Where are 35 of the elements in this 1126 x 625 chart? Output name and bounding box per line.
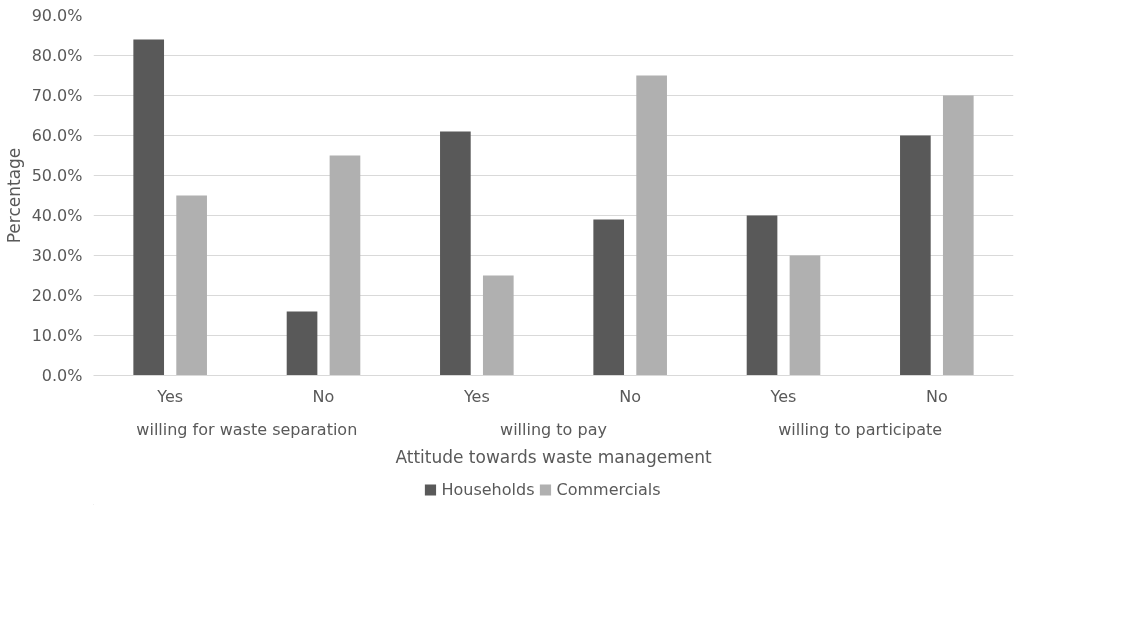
bar (440, 131, 471, 376)
x-tick-label: Yes (156, 386, 184, 406)
x-tick-label: No (925, 386, 948, 406)
text: willing for waste separation (136, 419, 358, 439)
legend-label: Households (441, 479, 535, 499)
bar (593, 219, 625, 376)
bar (746, 215, 778, 376)
legend-label: Commercials (556, 479, 661, 499)
bar (286, 311, 318, 376)
bar (636, 75, 667, 376)
text: willing to participate (778, 419, 943, 439)
x-tick-label: No (619, 386, 642, 406)
x-axis-title: Attitude towards waste management (395, 446, 712, 467)
y-tick-label: 40.0% (31, 206, 83, 225)
bar (133, 39, 165, 376)
y-tick-label: 70.0% (31, 86, 83, 105)
y-tick-label: 20.0% (31, 286, 83, 305)
x-tick-label: Yes (462, 386, 490, 406)
bar (900, 135, 931, 376)
text: willing to pay (500, 419, 607, 439)
y-tick-label: 10.0% (31, 326, 83, 345)
bar (329, 155, 361, 376)
y-tick-label: 60.0% (31, 126, 83, 145)
y-tick-label: 30.0% (31, 246, 83, 265)
y-tick-label: 90.0% (31, 6, 83, 25)
bar (789, 255, 821, 376)
bar (482, 275, 514, 376)
y-tick-label: 0.0% (41, 366, 83, 385)
bar (942, 95, 974, 376)
bar (176, 195, 207, 376)
y-axis-title: Percentage (3, 147, 24, 244)
y-tick-label: 50.0% (31, 166, 83, 185)
x-tick-label: Yes (769, 386, 797, 406)
x-tick-label: No (312, 386, 335, 406)
y-tick-label: 80.0% (31, 46, 83, 65)
